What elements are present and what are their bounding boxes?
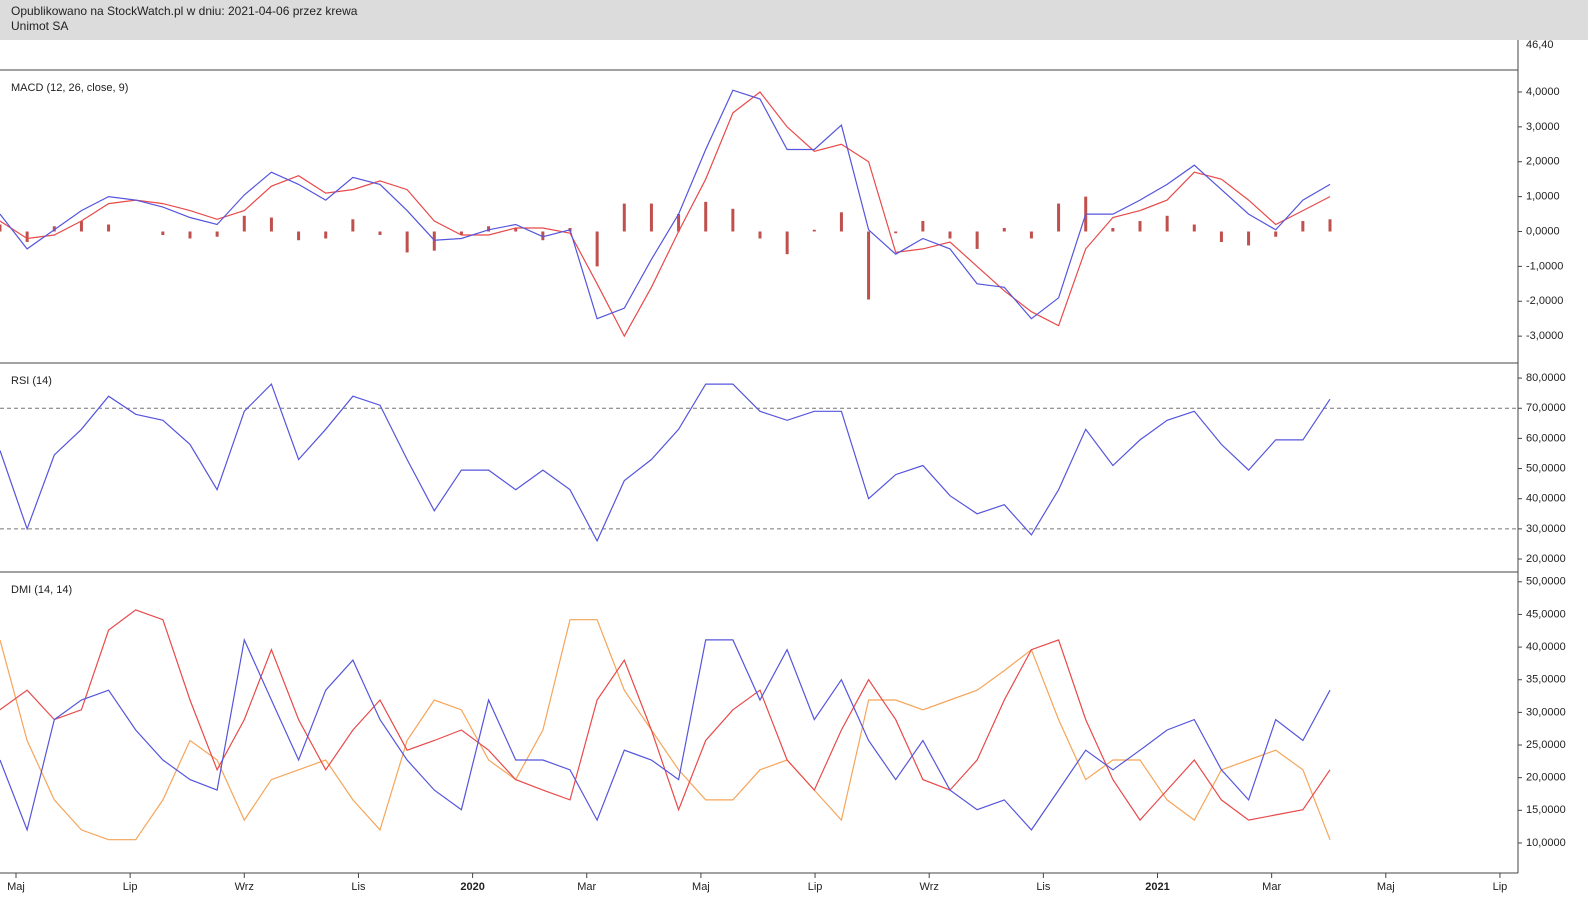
- x-tick-label: 2021: [1145, 881, 1169, 893]
- histogram-bar: [324, 231, 328, 239]
- histogram-bar: [351, 219, 355, 232]
- histogram-bar: [405, 231, 409, 253]
- y-tick-label: 50,0000: [1526, 462, 1566, 474]
- x-tick-label: Wrz: [235, 881, 254, 893]
- x-tick-label: Lip: [1493, 881, 1508, 893]
- histogram-bar: [1247, 231, 1251, 246]
- x-tick-label: Maj: [1377, 881, 1395, 893]
- series-line: [0, 91, 1331, 338]
- y-tick-label: 40,0000: [1526, 493, 1566, 505]
- histogram-bar: [1029, 231, 1033, 239]
- y-tick-label: 20,0000: [1526, 553, 1566, 565]
- y-tick-label: 45,0000: [1526, 608, 1566, 620]
- panel-title: DMI (14, 14): [11, 584, 72, 596]
- histogram-bar: [758, 231, 762, 239]
- histogram-bar: [1274, 231, 1278, 237]
- series-line: [0, 619, 1331, 841]
- y-tick-label: -2,0000: [1526, 295, 1563, 307]
- histogram-bar: [622, 203, 626, 232]
- histogram-bar: [677, 214, 681, 232]
- histogram-bar: [242, 215, 246, 232]
- histogram-bar: [1301, 221, 1305, 232]
- header-line: Opublikowano na StockWatch.pl w dniu: 20…: [11, 4, 358, 18]
- histogram-bar: [975, 231, 979, 249]
- x-tick-label: Lis: [351, 881, 366, 893]
- histogram-bar: [541, 231, 545, 241]
- y-tick-label: 10,0000: [1526, 837, 1566, 849]
- x-tick-label: Maj: [692, 881, 710, 893]
- histogram-bar: [269, 217, 273, 232]
- x-tick-label: Maj: [7, 881, 25, 893]
- histogram-bar: [1219, 231, 1223, 242]
- histogram-bar: [432, 231, 436, 251]
- histogram-bar: [704, 201, 708, 232]
- histogram-bar: [948, 231, 952, 239]
- histogram-bar: [785, 231, 789, 255]
- histogram-bar: [1328, 219, 1332, 232]
- histogram-bar: [1057, 203, 1061, 232]
- histogram-bar: [1165, 215, 1169, 232]
- x-tick-label: Lis: [1036, 881, 1051, 893]
- y-tick-label: 50,0000: [1526, 576, 1566, 588]
- y-tick-label: -3,0000: [1526, 330, 1563, 342]
- series-line: [0, 89, 1331, 320]
- histogram-bar: [378, 231, 382, 235]
- y-tick-label: 4,0000: [1526, 86, 1560, 98]
- histogram-bar: [107, 224, 111, 232]
- histogram-bar: [649, 203, 653, 232]
- y-tick-label: 0,0000: [1526, 225, 1560, 237]
- histogram-bar: [1138, 221, 1142, 232]
- header-line: Unimot SA: [11, 19, 68, 33]
- y-tick-label: 40,0000: [1526, 641, 1566, 653]
- x-tick-label: 2020: [460, 881, 484, 893]
- histogram-bar: [867, 231, 871, 300]
- histogram-bar: [812, 229, 816, 232]
- y-tick-label: 30,0000: [1526, 523, 1566, 535]
- y-tick-label: 30,0000: [1526, 706, 1566, 718]
- x-tick-label: Mar: [1262, 881, 1281, 893]
- series-line: [0, 383, 1331, 543]
- panel-title: MACD (12, 26, close, 9): [11, 82, 128, 94]
- x-tick-label: Lip: [808, 881, 823, 893]
- histogram-bar: [459, 231, 463, 235]
- y-tick-label: 25,0000: [1526, 739, 1566, 751]
- series-line: [0, 609, 1331, 822]
- y-tick-label: 60,0000: [1526, 432, 1566, 444]
- histogram-bar: [1192, 224, 1196, 232]
- histogram-bar: [188, 231, 192, 239]
- histogram-bar: [1002, 228, 1006, 232]
- histogram-bar: [1111, 228, 1115, 232]
- histogram-bar: [514, 228, 518, 232]
- y-tick-label: 70,0000: [1526, 402, 1566, 414]
- histogram-bar: [839, 212, 843, 232]
- histogram-bar: [215, 231, 219, 237]
- header-band: [0, 0, 1588, 40]
- histogram-bar: [487, 226, 491, 232]
- y-tick-label: 1,0000: [1526, 191, 1560, 203]
- y-tick-label: 15,0000: [1526, 804, 1566, 816]
- histogram-bar: [25, 231, 29, 242]
- y-tick-label: 20,0000: [1526, 772, 1566, 784]
- panel-title: RSI (14): [11, 375, 52, 387]
- y-tick-label: 2,0000: [1526, 156, 1560, 168]
- y-tick-label: -1,0000: [1526, 260, 1563, 272]
- histogram-bar: [297, 231, 301, 241]
- histogram-bar: [52, 226, 56, 232]
- histogram-bar: [0, 224, 2, 232]
- histogram-bar: [921, 221, 925, 232]
- y-tick-label: 3,0000: [1526, 121, 1560, 133]
- price-axis-label: 46,40: [1526, 39, 1554, 51]
- histogram-bar: [894, 231, 898, 234]
- y-tick-label: 35,0000: [1526, 674, 1566, 686]
- x-tick-label: Lip: [123, 881, 138, 893]
- histogram-bar: [731, 208, 735, 232]
- x-tick-label: Wrz: [920, 881, 939, 893]
- histogram-bar: [595, 231, 599, 267]
- histogram-bar: [79, 221, 83, 232]
- y-tick-label: 80,0000: [1526, 372, 1566, 384]
- histogram-bar: [161, 231, 165, 235]
- series-line: [0, 637, 1331, 832]
- x-tick-label: Mar: [577, 881, 596, 893]
